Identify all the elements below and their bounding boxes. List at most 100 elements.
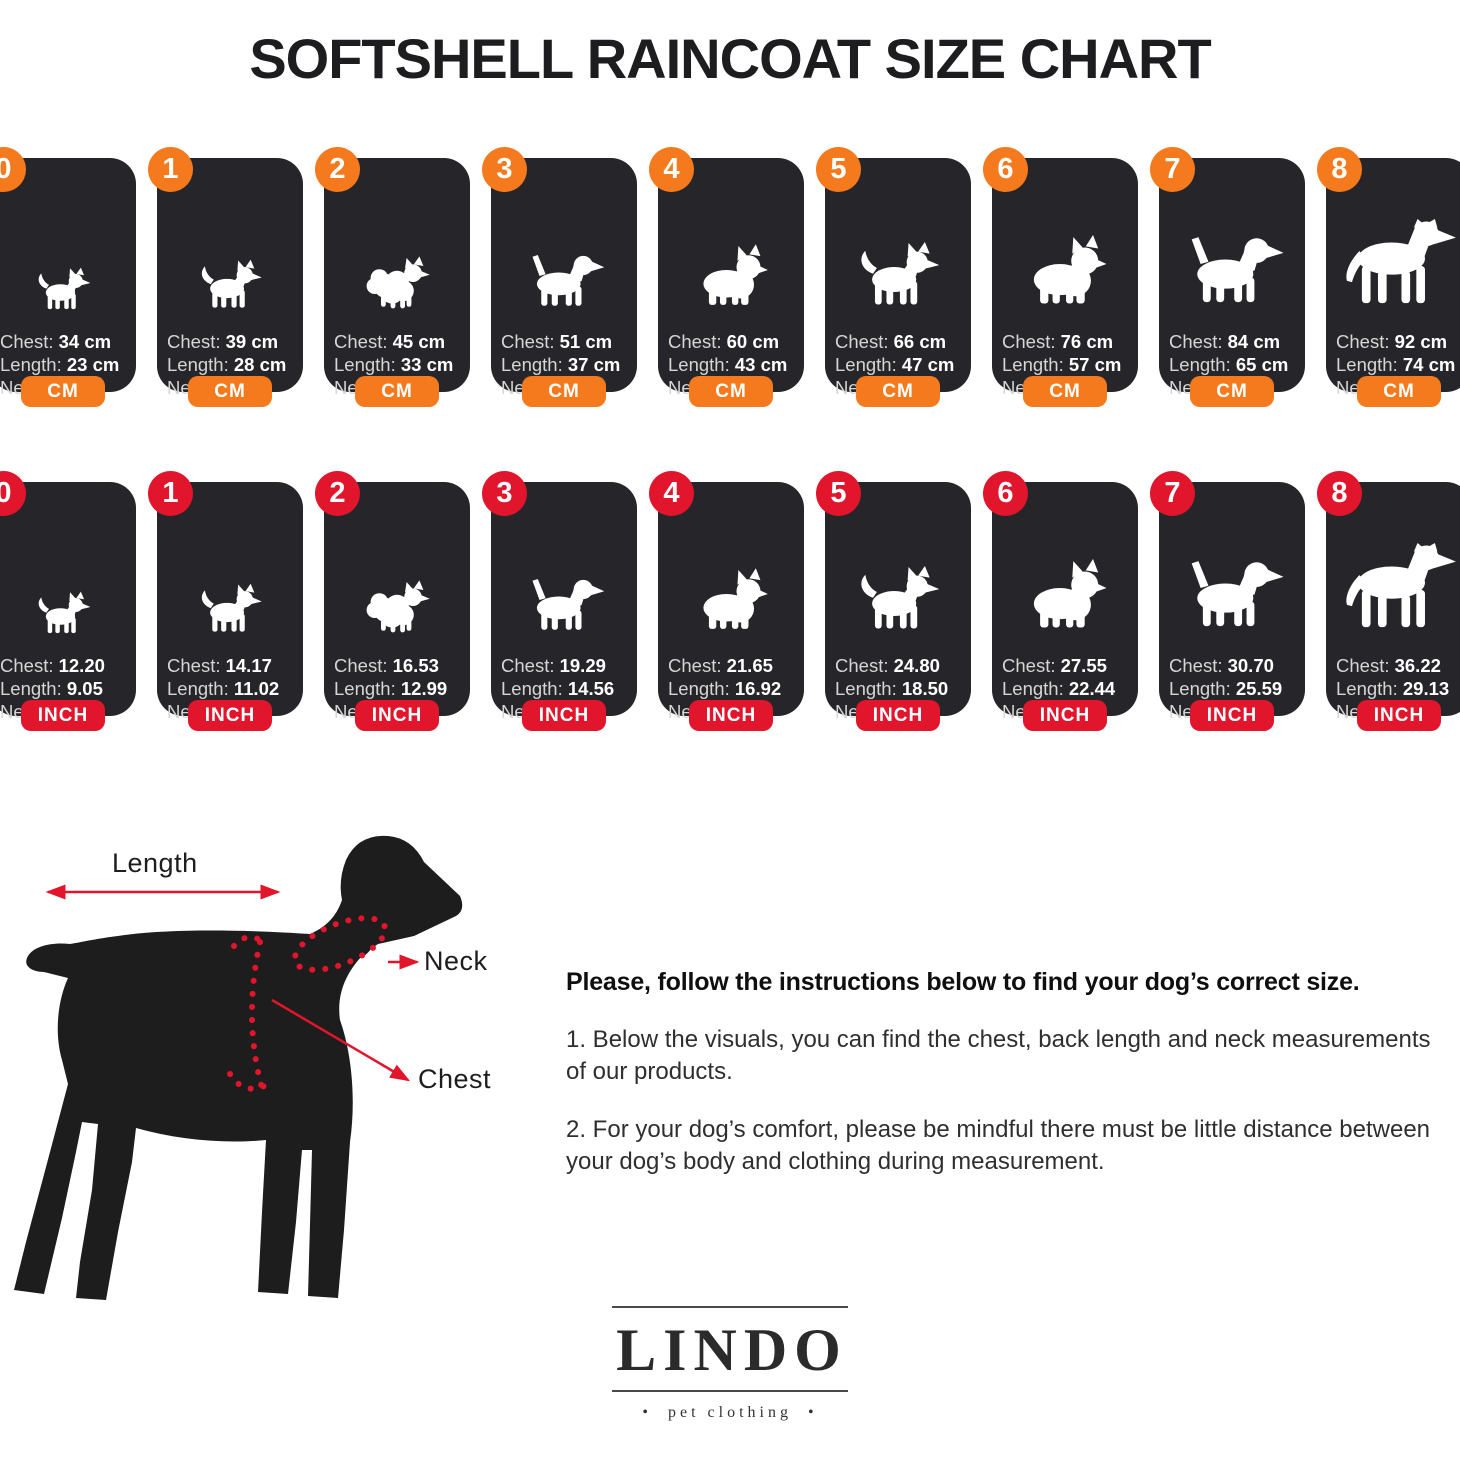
chihuahua-icon	[31, 591, 95, 642]
jack-russell-terrier-icon	[850, 241, 946, 318]
size-card-inch-1: 1 Chest: 14.17 Length: 11.02 Neck: 13.38…	[148, 471, 303, 731]
russian-toy-icon	[193, 259, 267, 318]
length-value: 23 cm	[66, 354, 120, 375]
size-number-badge: 5	[816, 471, 861, 516]
size-number-badge: 1	[148, 471, 193, 516]
length-value: 16.92	[734, 678, 782, 699]
size-card-cm-0: 0 Chest: 34 cm Length: 23 cm Neck: 30 cm…	[0, 147, 136, 407]
length-value: 9.05	[66, 678, 103, 699]
length-label: Length:	[668, 354, 730, 375]
chest-value: 21.65	[726, 655, 773, 676]
chest-value: 76 cm	[1060, 331, 1114, 352]
chest-label: Chest:	[1169, 331, 1223, 352]
length-label: Length:	[334, 678, 396, 699]
diagram-length-label: Length	[112, 848, 198, 878]
chest-label: Chest:	[334, 655, 388, 676]
chest-label: Chest:	[167, 331, 221, 352]
chest-label: Chest:	[167, 655, 221, 676]
length-value: 12.99	[400, 678, 448, 699]
size-card-inch-4: 4 Chest: 21.65 Length: 16.92 Neck: 17.71…	[649, 471, 804, 731]
unit-badge: CM	[188, 376, 272, 407]
length-label: Length:	[1002, 354, 1064, 375]
tagline-text: pet clothing	[668, 1404, 792, 1421]
unit-badge: CM	[856, 376, 940, 407]
size-number-badge: 4	[649, 471, 694, 516]
french-bulldog-icon	[685, 244, 777, 318]
length-label: Length:	[0, 354, 62, 375]
pointer-dog-silhouette	[14, 835, 463, 1300]
chest-label: Chest:	[1336, 655, 1390, 676]
size-card-cm-4: 4 Chest: 60 cm Length: 43 cm Neck: 45 cm…	[649, 147, 804, 407]
chest-value: 16.53	[392, 655, 439, 676]
size-card-cm-5: 5 Chest: 66 cm Length: 47 cm Neck: 50 cm…	[816, 147, 971, 407]
instructions-step-1: 1. Below the visuals, you can find the c…	[566, 1026, 1431, 1085]
length-value: 28 cm	[233, 354, 287, 375]
chihuahua-icon	[31, 267, 95, 318]
chest-value: 39 cm	[225, 331, 279, 352]
size-number-badge: 8	[1317, 147, 1362, 192]
size-card-cm-2: 2 Chest: 45 cm Length: 33 cm Neck: 39 cm…	[315, 147, 470, 407]
cane-corso-icon	[1013, 559, 1117, 642]
size-card-cm-1: 1 Chest: 39 cm Length: 28 cm Neck: 34 cm…	[148, 147, 303, 407]
chest-label: Chest:	[668, 331, 722, 352]
size-card-cm-6: 6 Chest: 76 cm Length: 57 cm Neck: 57 cm…	[983, 147, 1138, 407]
unit-badge: INCH	[355, 700, 439, 731]
unit-badge: CM	[21, 376, 105, 407]
length-label: Length:	[0, 678, 62, 699]
chest-value: 92 cm	[1394, 331, 1448, 352]
size-card-inch-8: 8 Chest: 36.22 Length: 29.13 Neck: 27.95…	[1317, 471, 1460, 731]
unit-badge: CM	[1023, 376, 1107, 407]
great-dane-icon	[1337, 219, 1460, 318]
length-label: Length:	[1336, 678, 1398, 699]
chest-value: 45 cm	[392, 331, 446, 352]
chest-label: Chest:	[1002, 655, 1056, 676]
size-number-badge: 2	[315, 147, 360, 192]
size-row-cm: 0 Chest: 34 cm Length: 23 cm Neck: 30 cm…	[0, 147, 1460, 407]
length-label: Length:	[501, 678, 563, 699]
russian-toy-icon	[193, 583, 267, 642]
unit-badge: INCH	[21, 700, 105, 731]
chest-label: Chest:	[0, 655, 54, 676]
unit-badge: INCH	[1357, 700, 1441, 731]
size-row-inch: 0 Chest: 12.20 Length: 9.05 Neck: 11.81 …	[0, 471, 1460, 731]
chest-label: Chest:	[1002, 331, 1056, 352]
tagline-bullet-left: •	[642, 1404, 652, 1421]
measurement-diagram: Length Neck Chest	[10, 822, 570, 1342]
size-card-inch-3: 3 Chest: 19.29 Length: 14.56 Neck: 16.53…	[482, 471, 637, 731]
golden-retriever-icon	[1176, 228, 1288, 318]
length-value: 25.59	[1235, 678, 1283, 699]
size-number-badge: 4	[649, 147, 694, 192]
size-number-badge: 8	[1317, 471, 1362, 516]
chest-value: 34 cm	[58, 331, 112, 352]
length-label: Length:	[1169, 678, 1231, 699]
chest-label: Chest:	[1169, 655, 1223, 676]
size-card-inch-5: 5 Chest: 24.80 Length: 18.50 Neck: 19.68…	[816, 471, 971, 731]
length-value: 65 cm	[1235, 354, 1289, 375]
size-card-cm-7: 7 Chest: 84 cm Length: 65 cm Neck: 64 cm…	[1150, 147, 1305, 407]
size-number-badge: 5	[816, 147, 861, 192]
chest-value: 30.70	[1227, 655, 1274, 676]
chest-value: 36.22	[1394, 655, 1441, 676]
unit-badge: INCH	[1190, 700, 1274, 731]
chest-label: Chest:	[835, 331, 889, 352]
length-value: 43 cm	[734, 354, 788, 375]
measurements: Chest: 24.80 Length: 18.50 Neck: 19.68	[825, 642, 971, 723]
length-value: 18.50	[901, 678, 949, 699]
logo-bottom-rule	[612, 1390, 848, 1392]
tagline-bullet-right: •	[807, 1404, 818, 1421]
logo-top-rule	[612, 1306, 848, 1308]
unit-badge: CM	[522, 376, 606, 407]
size-number-badge: 6	[983, 471, 1028, 516]
page-title: SOFTSHELL RAINCOAT SIZE CHART	[249, 27, 1211, 90]
size-number-badge: 7	[1150, 147, 1195, 192]
length-label: Length:	[835, 354, 897, 375]
measurement-dots	[227, 915, 389, 1092]
chest-value: 19.29	[559, 655, 606, 676]
chest-label: Chest:	[835, 655, 889, 676]
instructions-block: Please, follow the instructions below to…	[566, 966, 1451, 1204]
diagram-neck-label: Neck	[424, 946, 488, 976]
chest-arrow	[271, 998, 411, 1082]
chest-value: 66 cm	[893, 331, 947, 352]
great-dane-icon	[1337, 543, 1460, 642]
